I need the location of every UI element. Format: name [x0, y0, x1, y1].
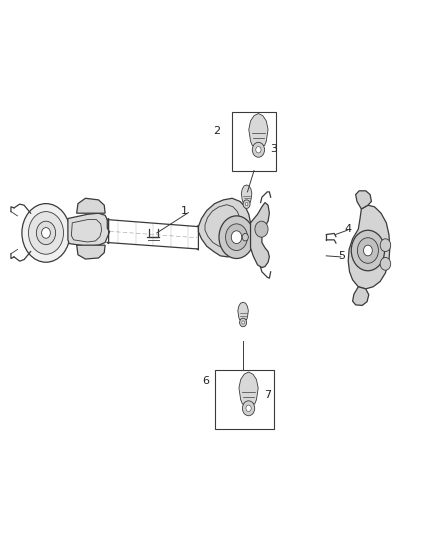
Polygon shape [356, 191, 371, 209]
Polygon shape [68, 213, 110, 246]
Circle shape [255, 221, 268, 237]
Text: 1: 1 [180, 206, 187, 215]
Circle shape [252, 142, 265, 157]
Polygon shape [348, 205, 390, 289]
Text: 6: 6 [202, 376, 209, 386]
Polygon shape [198, 198, 251, 257]
Polygon shape [239, 372, 258, 404]
Text: 4: 4 [345, 224, 352, 234]
Text: 3: 3 [270, 144, 277, 154]
Circle shape [245, 203, 248, 206]
Circle shape [226, 224, 247, 251]
Text: 2: 2 [213, 126, 220, 135]
Circle shape [42, 228, 50, 238]
Polygon shape [353, 287, 369, 305]
Polygon shape [241, 185, 252, 203]
Polygon shape [77, 198, 105, 213]
Circle shape [242, 233, 248, 241]
Bar [215, 370, 274, 429]
Circle shape [243, 200, 250, 208]
Circle shape [357, 238, 378, 263]
Circle shape [240, 318, 247, 327]
Circle shape [380, 239, 391, 252]
Circle shape [364, 245, 372, 256]
Circle shape [351, 230, 385, 271]
Circle shape [36, 221, 56, 245]
Circle shape [243, 401, 255, 416]
Circle shape [242, 321, 244, 324]
Circle shape [256, 147, 261, 153]
Text: 5: 5 [338, 251, 345, 261]
Circle shape [231, 231, 242, 244]
Bar [232, 112, 276, 171]
Polygon shape [249, 114, 268, 146]
Polygon shape [77, 245, 105, 259]
Circle shape [22, 204, 70, 262]
Polygon shape [238, 302, 248, 320]
Circle shape [219, 216, 254, 259]
Circle shape [28, 212, 64, 254]
Text: 7: 7 [264, 391, 271, 400]
Polygon shape [251, 203, 269, 268]
Circle shape [246, 405, 251, 411]
Circle shape [380, 257, 391, 270]
